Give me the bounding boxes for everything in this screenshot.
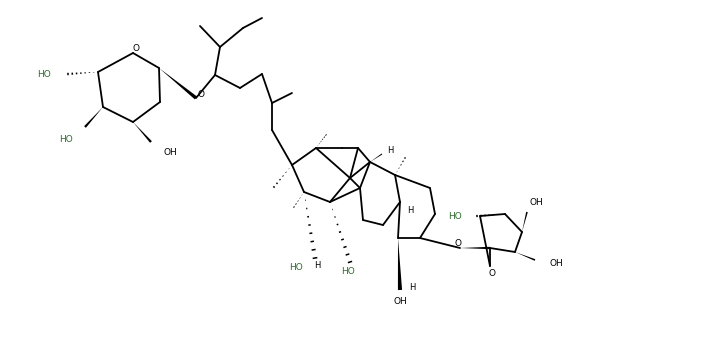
- Text: H: H: [407, 205, 413, 215]
- Text: HO: HO: [59, 135, 73, 143]
- Text: H: H: [314, 261, 320, 270]
- Polygon shape: [159, 68, 197, 99]
- Text: O: O: [197, 89, 204, 98]
- Text: O: O: [455, 238, 462, 247]
- Polygon shape: [133, 122, 152, 143]
- Text: HO: HO: [448, 212, 462, 221]
- Text: HO: HO: [289, 264, 303, 272]
- Polygon shape: [515, 252, 535, 261]
- Text: O: O: [489, 269, 496, 278]
- Text: OH: OH: [549, 259, 563, 269]
- Text: HO: HO: [37, 69, 51, 78]
- Polygon shape: [522, 212, 528, 232]
- Text: HO: HO: [341, 268, 355, 277]
- Polygon shape: [84, 107, 103, 128]
- Text: H: H: [409, 283, 415, 292]
- Text: H: H: [387, 146, 393, 154]
- Text: OH: OH: [530, 197, 544, 206]
- Polygon shape: [370, 153, 382, 162]
- Text: O: O: [133, 43, 140, 53]
- Polygon shape: [398, 238, 402, 290]
- Text: OH: OH: [393, 298, 407, 307]
- Polygon shape: [460, 247, 490, 249]
- Text: OH: OH: [163, 148, 177, 157]
